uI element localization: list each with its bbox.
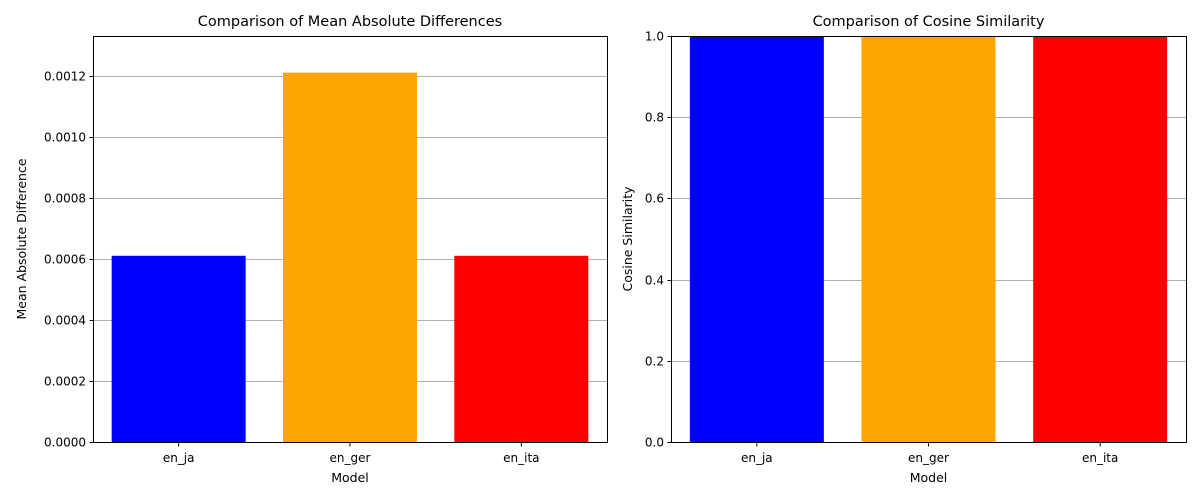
cos-ytick-label: 0.8 [645,111,664,125]
mad-xtick-label: en_ita [503,451,539,465]
mad-ytick-label: 0.0004 [44,314,86,328]
cos-ytick-label: 0.6 [645,192,664,206]
cos-chart-title: Comparison of Cosine Similarity [813,14,1045,30]
cos-ytick-label: 0.4 [645,274,664,288]
cos-ytick-label: 1.0 [645,30,664,44]
cos-bar-en-ja [689,36,824,442]
cos-y-axis-label: Cosine Similarity [620,186,635,292]
mad-bar-en-ita [454,255,589,442]
mad-xtick-label: en_ja [163,451,195,465]
cos-xtick-label: en_ita [1082,451,1118,465]
mad-x-axis-label: Model [331,470,369,485]
cos-x-axis-label: Model [910,470,948,485]
cos-xtick-label: en_ja [741,451,773,465]
mad-ytick-label: 0.0012 [44,70,86,84]
mad-xtick-label: en_ger [330,451,371,465]
mad-ytick-label: 0.0008 [44,192,86,206]
cos-ytick-label: 0.0 [645,436,664,450]
mad-ytick-label: 0.0010 [44,131,86,145]
mad-ytick-label: 0.0006 [44,253,86,267]
cos-bar-en-ita [1033,36,1168,442]
mad-bar-en-ja [111,255,246,442]
mad-y-axis-label: Mean Absolute Difference [14,158,29,319]
chart-cosine-similarity: 0.0 0.2 0.4 0.6 0.8 1.0 en_ja en_ger en_ita Compa… [620,14,1187,485]
mad-ytick-label: 0.0002 [44,375,86,389]
chart-mean-absolute-differences: 0.0000 0.0002 0.0004 0.0006 0.0008 0.0010 0.00… [14,14,608,485]
cos-bar-en-ger [861,36,996,442]
mad-bar-en-ger [283,72,417,442]
cos-ytick-label: 0.2 [645,355,664,369]
cos-xtick-label: en_ger [908,451,949,465]
mad-chart-title: Comparison of Mean Absolute Differences [198,14,502,30]
mad-ytick-label: 0.0000 [44,436,86,450]
